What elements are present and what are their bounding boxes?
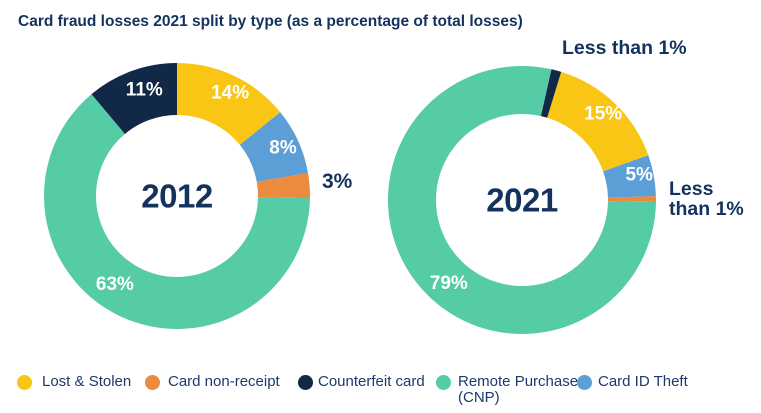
donut-segment-2021-counterfeit-card (540, 69, 562, 118)
segment-callout-2012-card-non-receipt: 3% (322, 170, 353, 193)
legend-label-line: Card ID Theft (598, 373, 688, 390)
donut-segment-2012-lost-stolen (177, 63, 281, 145)
segment-value-label: 15% (584, 104, 622, 125)
donut-year-label-2021: 2021 (486, 182, 558, 219)
legend-dot-card-id-theft (577, 374, 592, 390)
callout-line: Less (669, 178, 714, 200)
segment-value-label: 63% (96, 274, 134, 295)
legend-label-counterfeit-card: Counterfeit card (318, 374, 425, 390)
segment-value-label: 79% (430, 273, 468, 294)
donut-segment-2021-card-non-receipt (607, 196, 657, 202)
segment-value-label: 11% (126, 80, 163, 101)
donut-year-label-2012: 2012 (141, 178, 213, 215)
legend-label-lost-stolen: Lost & Stolen (42, 374, 131, 390)
donut-chart-2012: 14% 8% 63% 11% 2012 (43, 63, 310, 330)
callout-line: Less than 1% (562, 37, 687, 59)
segment-value-label: 5% (625, 165, 653, 186)
legend-dot-lost-stolen (17, 374, 32, 390)
donut-segment-2012-card-non-receipt (256, 172, 310, 199)
legend-label-line: Card non-receipt (168, 373, 280, 390)
legend-label-line: (CNP) (458, 389, 500, 406)
legend-label-remote-purchase: Remote Purchase (CNP) (458, 374, 578, 406)
donut-segment-2021-lost-stolen (547, 71, 649, 172)
segment-value-label: 14% (211, 82, 249, 103)
legend-label-card-id-theft: Card ID Theft (598, 374, 688, 390)
donut-segment-2012-remote-purchase-cnp (43, 94, 310, 330)
legend-dot-counterfeit-card (298, 374, 313, 390)
legend-label-line: Counterfeit card (318, 373, 425, 390)
chart-title: Card fraud losses 2021 split by type (as… (18, 13, 523, 30)
callout-line: 3% (322, 170, 353, 193)
donut-segment-2021-remote-purchase-cnp (388, 66, 656, 335)
donut-segment-2012-counterfeit-card (91, 63, 177, 134)
segment-callout-2021-counterfeit-card: Less than 1% (562, 37, 687, 59)
legend-label-line: Lost & Stolen (42, 373, 132, 390)
legend-dot-remote-purchase (436, 374, 451, 390)
callout-line: than 1% (669, 197, 744, 220)
legend-dot-card-non-receipt (145, 374, 160, 390)
donut-segment-2012-card-id-theft (239, 112, 308, 182)
legend-label-line: Remote Purchase (458, 373, 579, 390)
donut-charts-canvas: 14% 8% 63% 11% 2012 15% 5% 79% 2021 (43, 63, 657, 335)
donut-segment-2021-card-id-theft (603, 155, 656, 198)
legend-label-card-non-receipt: Card non-receipt (168, 374, 280, 390)
segment-callout-2021-card-non-receipt: Less than 1% (669, 178, 744, 220)
segment-value-label: 8% (269, 137, 297, 158)
donut-chart-2021: 15% 5% 79% 2021 (388, 66, 657, 335)
